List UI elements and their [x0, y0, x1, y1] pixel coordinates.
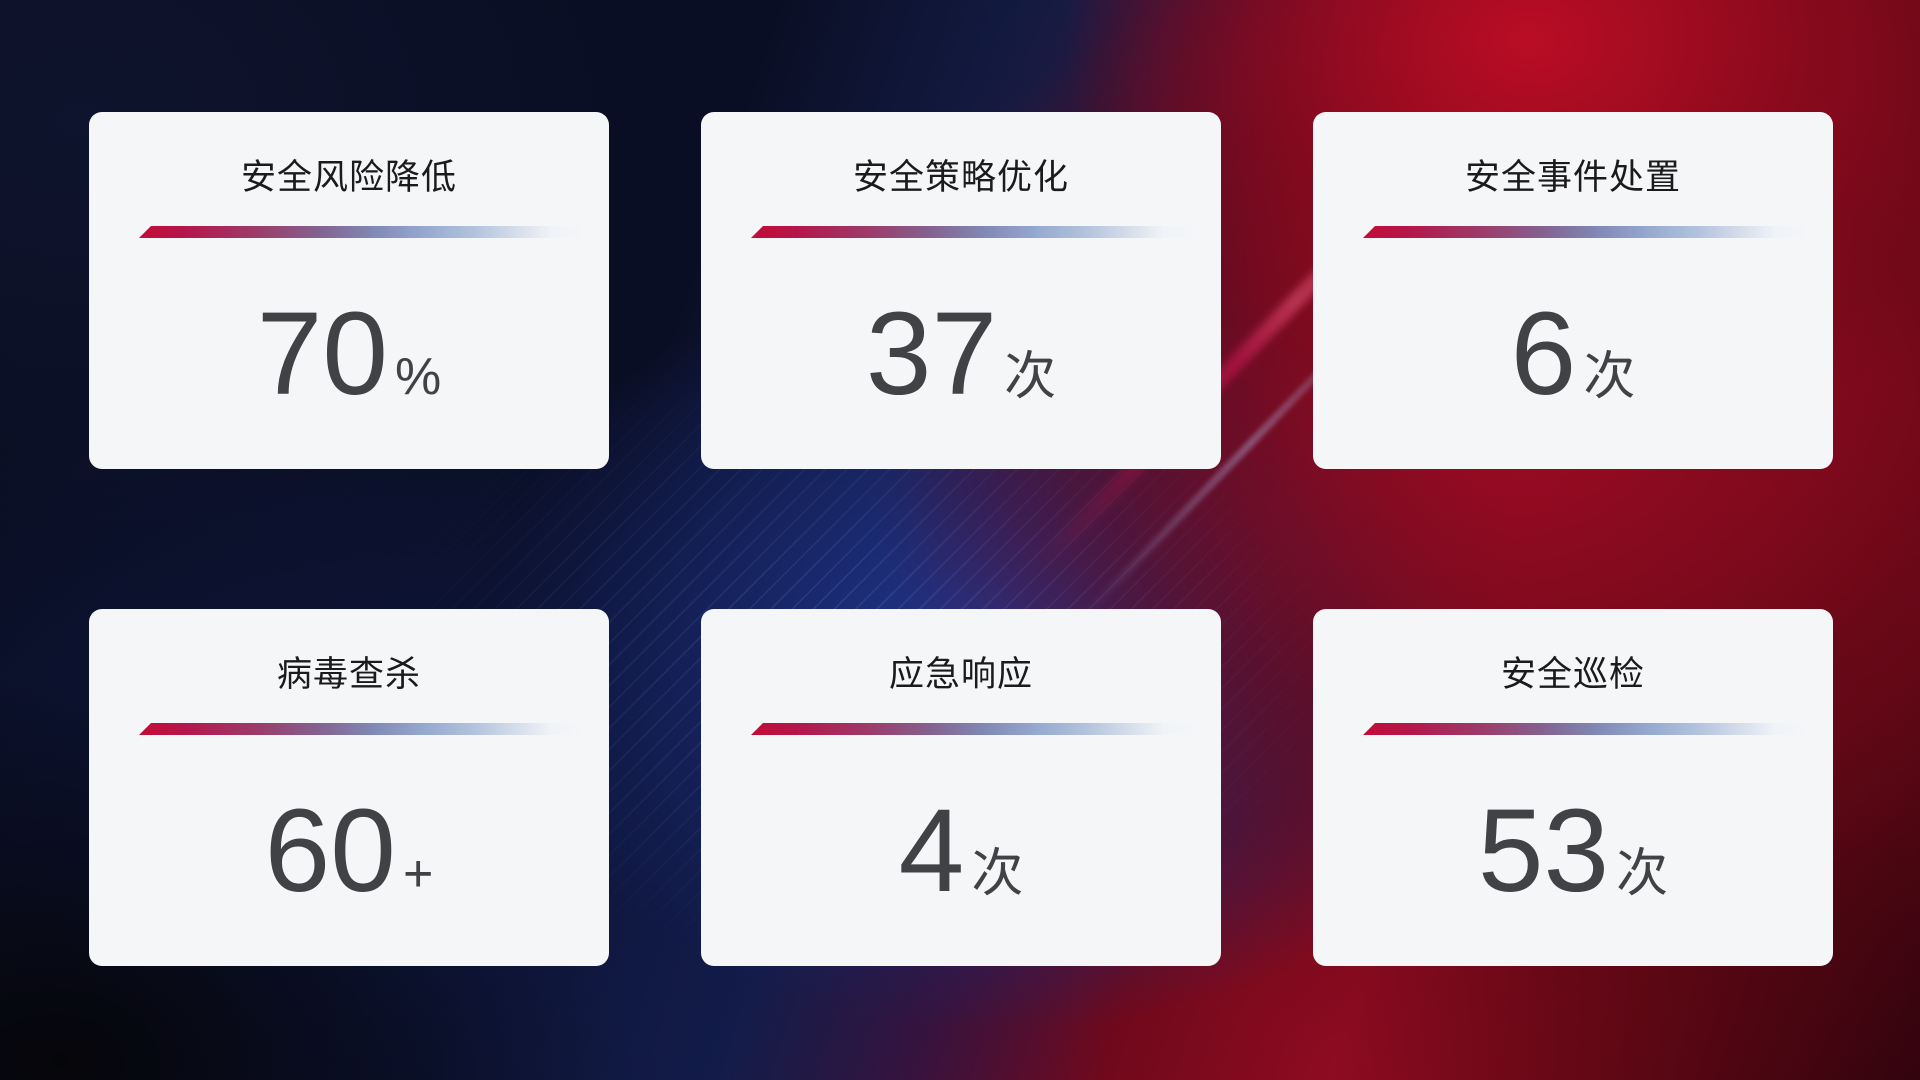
- stat-card-virus-scan: 病毒查杀 60 +: [89, 609, 609, 966]
- stat-value: 53: [1477, 784, 1610, 917]
- stat-value: 4: [898, 784, 965, 917]
- stat-unit: 次: [971, 844, 1024, 903]
- gradient-divider: [751, 723, 1198, 735]
- gradient-divider: [139, 723, 586, 735]
- stat-card-security-inspection: 安全巡检 53 次: [1313, 609, 1833, 966]
- gradient-divider: [139, 226, 586, 238]
- stat-unit: %: [395, 347, 442, 406]
- card-title: 安全巡检: [1500, 655, 1645, 694]
- stat-card-risk-reduction: 安全风险降低 70 %: [89, 112, 609, 469]
- stat-card-emergency-response: 应急响应 4 次: [701, 609, 1221, 966]
- card-value-area: 4 次: [701, 735, 1221, 966]
- card-value-area: 6 次: [1313, 238, 1833, 469]
- stat-card-incident-handling: 安全事件处置 6 次: [1313, 112, 1833, 469]
- card-title: 安全策略优化: [852, 158, 1069, 197]
- stat-value: 6: [1510, 287, 1577, 420]
- card-value-area: 70 %: [89, 238, 609, 469]
- gradient-divider: [751, 226, 1198, 238]
- gradient-divider: [1363, 226, 1810, 238]
- card-title: 安全事件处置: [1464, 158, 1681, 197]
- card-title: 病毒查杀: [276, 655, 421, 694]
- stat-value: 70: [256, 287, 388, 420]
- stat-value: 60: [264, 784, 396, 917]
- card-title: 应急响应: [888, 655, 1033, 694]
- card-value-area: 53 次: [1313, 735, 1833, 966]
- stat-card-policy-optimization: 安全策略优化 37 次: [701, 112, 1221, 469]
- gradient-divider: [1363, 723, 1810, 735]
- card-value-area: 37 次: [701, 238, 1221, 469]
- stat-value: 37: [865, 287, 998, 420]
- stat-unit: +: [402, 844, 434, 903]
- card-value-area: 60 +: [89, 735, 609, 966]
- card-title: 安全风险降低: [240, 158, 457, 197]
- stat-unit: 次: [1616, 844, 1669, 903]
- stat-unit: 次: [1583, 347, 1636, 406]
- stat-unit: 次: [1004, 347, 1057, 406]
- stat-card-grid: 安全风险降低 70 % 安全策略优化 37 次 安全事件处置 6 次: [89, 112, 1833, 966]
